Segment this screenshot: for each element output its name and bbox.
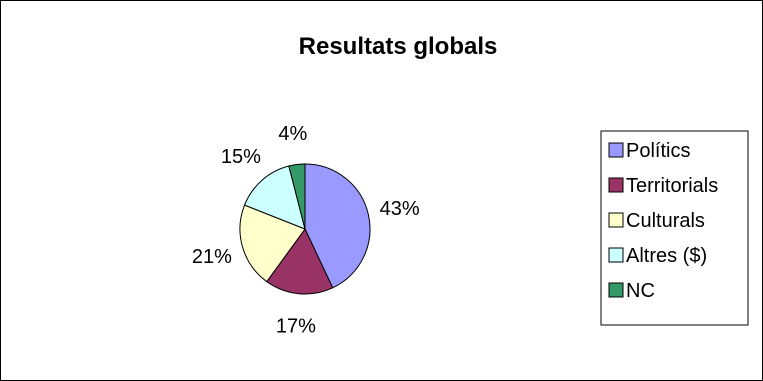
- legend-label-politics: Polítics: [626, 140, 690, 162]
- legend-swatch-nc: [608, 282, 624, 298]
- legend-swatch-territorials: [608, 177, 624, 193]
- legend: Polítics Territorials Culturals Altres ($) N…: [600, 130, 749, 326]
- data-label-culturals: 21%: [192, 246, 232, 268]
- legend-box: [600, 130, 749, 326]
- pie-slice-politics: [304, 163, 371, 289]
- data-label-politics: 43%: [380, 198, 420, 220]
- legend-label-culturals: Culturals: [626, 210, 705, 232]
- legend-swatch-altres: [608, 247, 624, 263]
- pie-slice-culturals: [239, 204, 306, 283]
- pie-slice-nc: [288, 163, 306, 230]
- pie-labels: 43% 17% 21% 15% 4%: [192, 123, 420, 338]
- data-label-nc: 4%: [278, 123, 307, 145]
- data-label-altres: 15%: [221, 146, 261, 168]
- legend-swatch-politics: [608, 142, 624, 158]
- legend-swatch-culturals: [608, 212, 624, 228]
- data-label-territorials: 17%: [276, 316, 316, 338]
- pie-slice-altres: [243, 165, 306, 230]
- legend-label-altres: Altres ($): [626, 245, 707, 267]
- pie-slice-territorials: [266, 228, 334, 295]
- chart-title: Resultats globals: [299, 33, 498, 60]
- legend-label-territorials: Territorials: [626, 175, 718, 197]
- legend-label-nc: NC: [626, 280, 655, 302]
- pie-slices: [239, 163, 371, 295]
